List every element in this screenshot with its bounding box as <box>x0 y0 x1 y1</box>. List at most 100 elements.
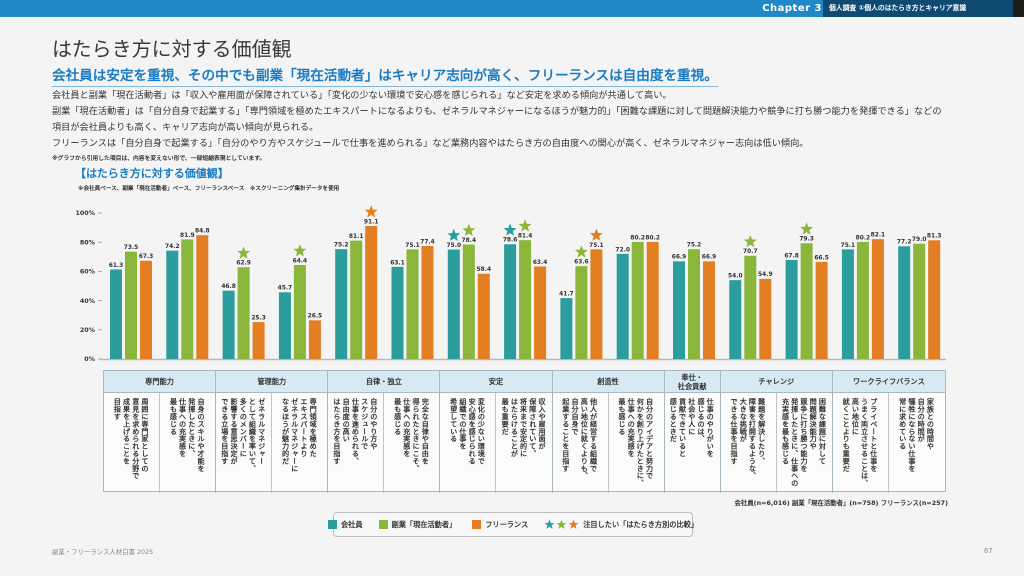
highlight-star-icon <box>447 228 461 241</box>
item-text: 自分のアイデアと努力で 何かを創り上げたときに、 仕事への充実感を 最も感じる <box>617 398 655 487</box>
sample-size-note: 会社員(n=6,016) 副業「現在活動者」(n=758) フリーランス(n=2… <box>734 499 948 507</box>
bar <box>646 241 659 359</box>
legend-label: 注目したい「はたらき方別の比較」 <box>583 519 699 529</box>
bar <box>196 235 209 359</box>
bar <box>729 280 742 359</box>
item-cell: 専門領域を極めた エキスパートより ゼネラルマネジャーに なるほうが魅力的だ <box>272 393 329 493</box>
highlight-star-icon <box>293 244 307 257</box>
data-label: 80.2 <box>645 235 660 241</box>
y-tick-label: 80% <box>80 239 96 246</box>
data-label: 78.4 <box>462 238 477 244</box>
bar <box>590 249 603 359</box>
chart-base-note: ※会社員ベース、副業「現在活動者」ベース、フリーランスベース ※スクリーニング集… <box>78 186 340 192</box>
data-label: 79.0 <box>912 237 927 243</box>
legend-item-side-job: 副業「現在活動者」 <box>378 519 457 530</box>
data-label: 25.3 <box>251 315 266 321</box>
category-header: 自律・独立 <box>328 371 441 393</box>
data-label: 75.2 <box>687 243 702 249</box>
data-label: 26.5 <box>308 314 323 320</box>
y-tick-label: 100% <box>76 210 96 217</box>
bar <box>504 244 517 359</box>
data-label: 63.4 <box>533 260 548 266</box>
orange-swatch-icon <box>472 520 482 529</box>
data-label: 80.2 <box>856 235 871 241</box>
data-label: 75.0 <box>447 243 462 249</box>
body-line: 会社員と副業「現在活動者」は「収入や雇用面が保障されている」「変化の少ない環境で… <box>52 90 672 101</box>
category-header: 安定 <box>440 371 553 393</box>
bar <box>293 264 306 359</box>
item-cell: ゼネラルマネジャー として組織を率いて、 多くのメンバーに 影響する意思決定が … <box>216 393 273 493</box>
chapter-header-bar: Chapter 3 個人調査 ①個人のはたらき方とキャリア意識 <box>0 0 1024 17</box>
data-label: 63.6 <box>574 260 589 266</box>
bar <box>913 243 926 359</box>
data-label: 62.9 <box>236 261 251 267</box>
item-cell: 周囲に専門家としての 意見を求められる分野で 成果を上げることを 目指す <box>104 393 161 493</box>
bar <box>110 269 122 359</box>
highlight-star-icon <box>462 223 476 237</box>
item-cell: 難題を解決したり、 障害を打開するような、 大きな挑戦が できる仕事を目指す <box>721 393 777 493</box>
data-label: 70.7 <box>743 249 758 255</box>
bar <box>898 246 911 359</box>
bar <box>222 290 235 359</box>
data-label: 84.8 <box>195 229 210 235</box>
bar <box>462 244 475 359</box>
bar <box>560 298 573 359</box>
bar <box>391 266 404 359</box>
data-label: 81.1 <box>349 234 364 240</box>
bar <box>688 249 700 359</box>
data-label: 77.4 <box>420 239 435 245</box>
item-cell: 他人が経営する組織で 高い地位に就くよりも、 自分自身で 起業することを目指す <box>553 393 609 493</box>
item-text: 専門領域を極めた エキスパートより ゼネラルマネジャーに なるほうが魅力的だ <box>281 398 319 472</box>
data-label: 74.2 <box>165 244 180 250</box>
orange-star-icon <box>568 519 579 529</box>
legend-label: フリーランス <box>485 519 529 529</box>
page-subtitle: 会社員は安定を重視、その中でも副業「現在活動者」はキャリア志向が高く、フリーラン… <box>52 64 718 87</box>
category-header: 奉仕・ 社会貢献 <box>664 371 721 393</box>
bar <box>477 273 490 359</box>
data-label: 66.9 <box>672 255 687 261</box>
data-label: 75.1 <box>841 243 856 249</box>
data-label: 75.1 <box>589 243 604 249</box>
category-header: 管理能力 <box>216 371 329 393</box>
item-cell: 自分のやり方や スケジュールで 仕事を進められる、 自由度の高い はたらき方を目… <box>328 393 385 493</box>
item-cell: 自身のスキルや才能を 発揮したときに、 仕事への充実感を 最も感じる <box>160 393 217 493</box>
bar <box>759 278 772 359</box>
data-label: 78.6 <box>503 238 518 244</box>
bar <box>785 260 798 359</box>
page-number: 67 <box>984 547 993 555</box>
highlight-star-icon <box>589 228 603 241</box>
item-text: 仕事のやりがいを 感じるのは、 社会や人に 貢献できていると 感じるときだ <box>669 398 716 458</box>
bar <box>841 249 854 359</box>
data-label: 72.0 <box>615 247 630 253</box>
item-text: 自身のスキルや才能を 発揮したときに、 仕事への充実感を 最も感じる <box>169 398 207 472</box>
item-text: 難題を解決したり、 障害を打開するような、 大きな挑戦が できる仕事を目指す <box>730 398 767 480</box>
bar <box>421 245 434 359</box>
bar <box>166 250 179 359</box>
data-label: 67.8 <box>784 253 799 259</box>
item-text: 家族との時間や 自分の時間が 犠牲にならない仕事を 常に求めている <box>898 398 936 472</box>
legend-label: 副業「現在活動者」 <box>391 519 457 529</box>
data-label: 61.3 <box>109 263 124 269</box>
item-text: 他人が経営する組織で 高い地位に就くよりも、 自分自身で 起業することを目指す <box>561 398 599 480</box>
item-text: プライベートと仕事を うまく両立させることは、 高い地位に 就くことよりも重要だ <box>842 398 879 487</box>
data-label: 66.5 <box>814 255 829 261</box>
bar <box>519 240 532 359</box>
teal-swatch-icon <box>327 520 337 529</box>
body-text: 会社員と副業「現在活動者」は「収入や雇用面が保障されている」「変化の少ない環境で… <box>52 88 942 152</box>
item-text: 収入や雇用面が 保障されていて、 将来まで安定的に はたらけることが 最も重要だ <box>501 398 548 458</box>
item-cell: 収入や雇用面が 保障されていて、 将来まで安定的に はたらけることが 最も重要だ <box>496 393 553 493</box>
bar <box>237 267 250 359</box>
data-label: 41.7 <box>559 292 574 298</box>
bar <box>703 261 715 359</box>
highlight-star-icon <box>743 234 757 248</box>
category-header: ワークライフバランス <box>832 371 945 393</box>
category-header: チャレンジ <box>720 371 833 393</box>
highlight-star-icon <box>364 205 378 218</box>
data-label: 75.2 <box>334 243 349 249</box>
item-cell: 完全な自律や自由を 得られたときにこそ、 仕事への充実感を 最も感じる <box>384 393 441 493</box>
y-tick-label: 20% <box>80 327 96 334</box>
bar <box>350 240 363 359</box>
page-note: ※グラフから引用した項目は、内容を変えない形で、一部短縮表現としています。 <box>52 156 266 162</box>
category-table: 専門能力 管理能力 自律・独立 安定 創造性 奉仕・ 社会貢献 チャレンジ ワー… <box>103 370 946 493</box>
